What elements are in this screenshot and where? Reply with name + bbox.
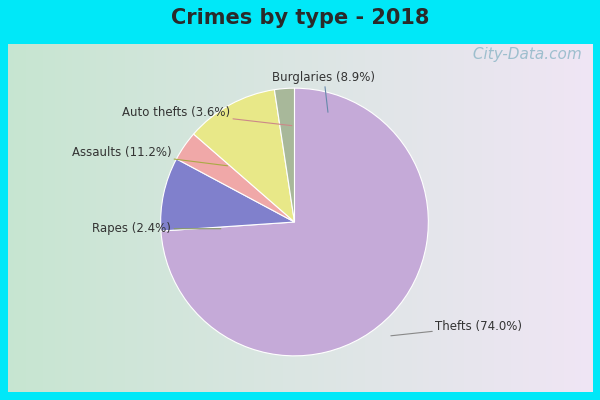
Text: Rapes (2.4%): Rapes (2.4%) — [92, 222, 221, 235]
Wedge shape — [161, 88, 428, 356]
Wedge shape — [274, 88, 295, 222]
Wedge shape — [194, 90, 295, 222]
Wedge shape — [176, 134, 295, 222]
Text: City-Data.com: City-Data.com — [468, 46, 582, 62]
Text: Auto thefts (3.6%): Auto thefts (3.6%) — [122, 106, 292, 126]
Text: Burglaries (8.9%): Burglaries (8.9%) — [272, 71, 376, 112]
Text: Crimes by type - 2018: Crimes by type - 2018 — [171, 8, 429, 28]
Wedge shape — [161, 159, 295, 231]
Text: Thefts (74.0%): Thefts (74.0%) — [391, 320, 522, 336]
Text: Assaults (11.2%): Assaults (11.2%) — [72, 146, 227, 166]
